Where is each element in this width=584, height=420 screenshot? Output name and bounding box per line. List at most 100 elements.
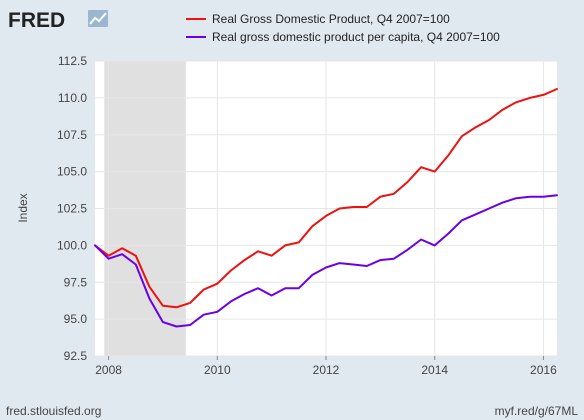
data-point [433,244,436,247]
data-point [392,257,395,260]
data-point [175,325,178,328]
data-point [352,205,355,208]
data-point [528,195,531,198]
data-point [175,306,178,309]
data-point [324,266,327,269]
data-point [121,253,124,256]
data-point [365,205,368,208]
footer-source[interactable]: fred.stlouisfed.org [6,404,101,418]
data-point [311,225,314,228]
data-point [134,254,137,257]
data-point [515,197,518,200]
gridlines [95,60,557,357]
data-point [338,207,341,210]
data-point [189,323,192,326]
data-point [379,195,382,198]
data-point [229,300,232,303]
data-point [406,180,409,183]
data-point [365,264,368,267]
series-line-per-capita [94,194,558,328]
x-tick-label: 2010 [204,363,231,377]
x-axis-ticks: 2008 2010 2012 2014 2016 [95,356,557,377]
data-point [270,294,273,297]
y-tick-label: 102.5 [57,202,87,216]
fred-logo[interactable]: FRED [8,9,108,32]
data-point [216,310,219,313]
data-point [460,135,463,138]
data-point [270,254,273,257]
y-tick-label: 112.5 [58,54,87,68]
data-point [338,262,341,265]
data-point [460,219,463,222]
y-tick-label: 110.0 [58,91,87,105]
data-point [243,292,246,295]
line-chart-icon [88,10,108,27]
data-point [488,207,491,210]
x-tick-label: 2008 [95,363,122,377]
data-point [406,248,409,251]
data-point [420,238,423,241]
data-point [501,108,504,111]
y-tick-label: 105.0 [57,165,87,179]
data-point [161,321,164,324]
data-point [121,247,124,250]
data-point [297,287,300,290]
y-tick-label: 95.0 [64,312,88,326]
legend-label-gdp: Real Gross Domestic Product, Q4 2007=100 [212,12,450,26]
legend-label-per-capita: Real gross domestic product per capita, … [212,30,500,44]
data-point [229,269,232,272]
data-point [555,87,558,90]
y-axis-label: Index [16,193,30,222]
data-point [243,259,246,262]
data-point [311,273,314,276]
data-point [257,250,260,253]
series-lines [93,87,558,328]
footer-short-link[interactable]: myf.red/g/67ML [495,404,579,418]
data-point [352,263,355,266]
data-point [392,192,395,195]
data-point [107,257,110,260]
data-point [447,154,450,157]
data-point [542,93,545,96]
data-point [555,194,558,197]
y-axis-ticks: 92.5 95.0 97.5 100.0 102.5 105.0 107.5 110.0 112… [57,54,87,363]
data-point [216,282,219,285]
x-tick-label: 2012 [313,363,340,377]
data-point [134,263,137,266]
logo-text: FRED [8,9,65,32]
data-point [433,170,436,173]
data-point [297,241,300,244]
data-point [379,259,382,262]
legend-item-per-capita: Real gross domestic product per capita, … [186,30,500,44]
data-point [202,288,205,291]
data-point [202,313,205,316]
series-line-gdp [94,88,558,309]
y-tick-label: 107.5 [57,128,87,142]
legend-item-gdp: Real Gross Domestic Product, Q4 2007=100 [186,12,450,26]
x-tick-label: 2016 [530,363,557,377]
data-point [474,126,477,129]
data-point [284,287,287,290]
data-point [515,101,518,104]
data-point [447,232,450,235]
data-point [257,287,260,290]
data-point [148,285,151,288]
data-point [420,166,423,169]
legend: Real Gross Domestic Product, Q4 2007=100… [186,12,500,44]
y-tick-label: 100.0 [57,238,87,252]
x-tick-label: 2014 [421,363,448,377]
data-point [501,201,504,204]
data-point [474,213,477,216]
data-point [189,301,192,304]
y-tick-label: 92.5 [64,349,88,363]
data-point [528,96,531,99]
data-point [284,244,287,247]
data-point [148,297,151,300]
data-point [93,244,96,247]
data-point [324,214,327,217]
data-point [488,118,491,121]
y-tick-label: 97.5 [64,275,88,289]
data-point [161,304,164,307]
data-point [542,195,545,198]
